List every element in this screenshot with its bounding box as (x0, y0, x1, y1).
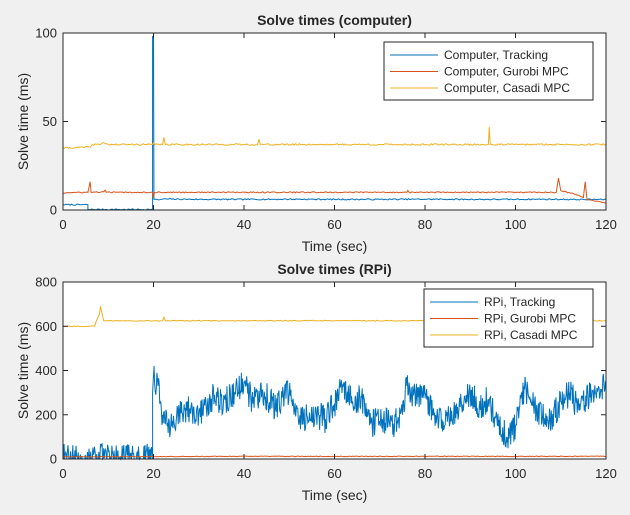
ticks-computer: 0 20 40 60 80 100 120 0 50 100 (35, 26, 617, 233)
series-line-rpi-tracking (62, 365, 607, 461)
x-tick-label: 20 (146, 217, 160, 232)
series-layer-computer (62, 36, 607, 211)
legend-entry-rpi-tracking: RPi, Tracking (484, 295, 555, 309)
series-line-computer-casadi-mpc (62, 126, 607, 150)
legend-entry-rpi-gurobi: RPi, Gurobi MPC (484, 312, 576, 326)
series-line-computer-gurobi-mpc (62, 178, 607, 204)
x-tick-label: 60 (327, 466, 341, 481)
y-tick-label: 200 (35, 407, 57, 422)
x-tick-label: 120 (595, 217, 617, 232)
legend-entry-rpi-casadi: RPi, Casadi MPC (484, 328, 578, 342)
y-tick-label: 400 (35, 363, 57, 378)
y-axis-label-computer: Solve time (ms) (15, 73, 31, 170)
y-axis-label-rpi: Solve time (ms) (15, 322, 31, 419)
chart-title-rpi: Solve times (RPi) (277, 261, 391, 277)
legend-rpi: RPi, Tracking RPi, Gurobi MPC RPi, Casad… (423, 288, 594, 348)
x-tick-label: 0 (59, 466, 66, 481)
x-tick-label: 40 (237, 466, 251, 481)
ticks-rpi: 0 20 40 60 80 100 120 0 200 400 600 800 (35, 275, 617, 482)
legend-entry-computer-tracking: Computer, Tracking (444, 48, 548, 62)
x-tick-label: 120 (595, 466, 617, 481)
x-axis-label-rpi: Time (sec) (302, 487, 368, 503)
y-tick-label: 0 (50, 203, 57, 218)
x-tick-label: 20 (146, 466, 160, 481)
x-axis-label-computer: Time (sec) (302, 238, 368, 254)
x-tick-label: 80 (418, 217, 432, 232)
subplot-rpi: 0 20 40 60 80 100 120 0 200 400 600 800 Solve times… (15, 261, 617, 503)
x-tick-label: 60 (327, 217, 341, 232)
series-line-computer-tracking (62, 36, 607, 211)
x-tick-label: 100 (505, 466, 527, 481)
x-tick-label: 80 (418, 466, 432, 481)
y-tick-label: 50 (43, 114, 57, 129)
x-tick-label: 40 (237, 217, 251, 232)
y-tick-label: 0 (50, 452, 57, 467)
chart-title-computer: Solve times (computer) (257, 12, 412, 28)
legend-entry-computer-gurobi: Computer, Gurobi MPC (444, 65, 569, 79)
legend-entry-computer-casadi: Computer, Casadi MPC (444, 81, 570, 95)
x-tick-label: 100 (505, 217, 527, 232)
y-tick-label: 600 (35, 319, 57, 334)
y-tick-label: 100 (35, 26, 57, 41)
subplot-computer: 0 20 40 60 80 100 120 0 50 100 Solve times (compu… (15, 12, 617, 254)
y-tick-label: 800 (35, 275, 57, 290)
legend-computer: Computer, Tracking Computer, Gurobi MPC … (383, 41, 594, 101)
x-tick-label: 0 (59, 217, 66, 232)
